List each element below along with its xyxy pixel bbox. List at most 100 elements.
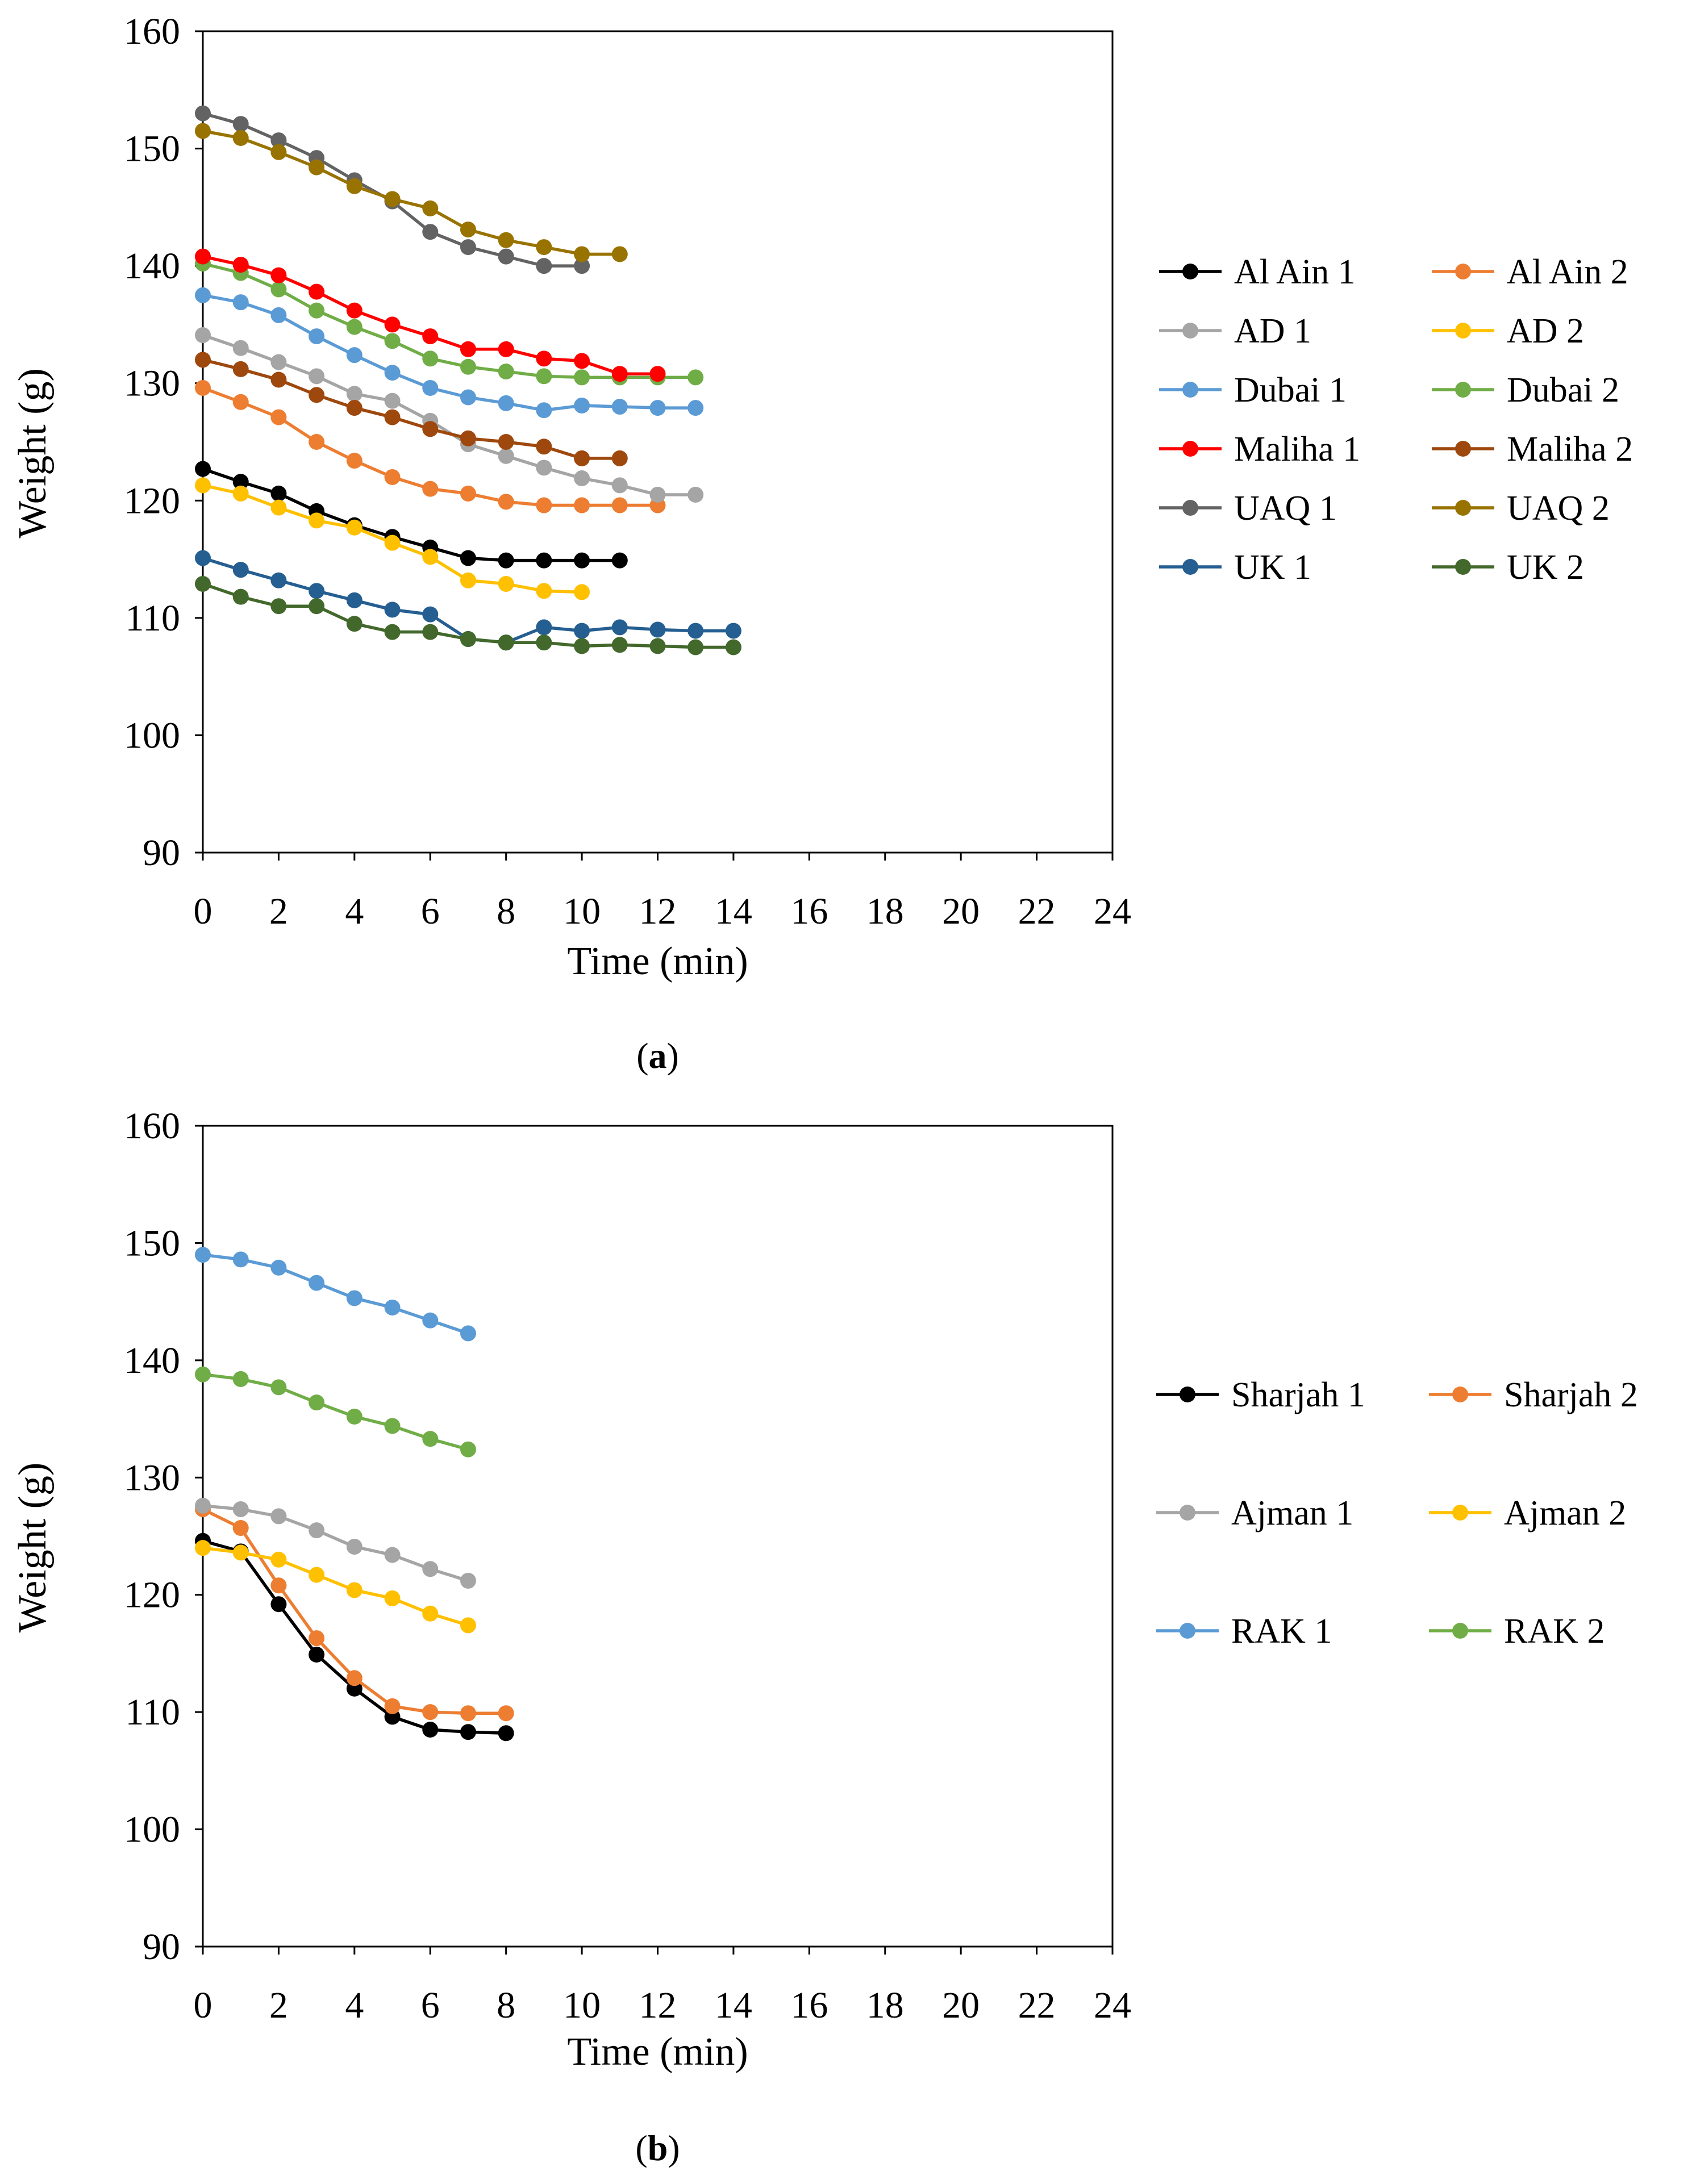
data-point: [460, 631, 476, 648]
data-point: [422, 379, 439, 396]
series-uaq-1: [195, 105, 590, 274]
data-point: [195, 105, 211, 122]
data-point: [574, 638, 590, 654]
legend-marker: [1182, 559, 1198, 575]
series-uaq-2: [195, 123, 628, 262]
data-point: [384, 316, 401, 333]
x-tick-label: 20: [942, 1985, 980, 2026]
data-point: [498, 552, 514, 569]
legend-label: UK 1: [1234, 548, 1311, 587]
data-point: [309, 434, 325, 450]
x-tick-label: 6: [421, 891, 440, 932]
data-point: [460, 239, 476, 256]
y-axis-label: Weight (g): [11, 368, 55, 538]
data-point: [270, 1551, 287, 1568]
data-point: [536, 497, 552, 513]
data-point: [498, 232, 514, 248]
data-point: [309, 387, 325, 403]
legend-item-ad-1: AD 1: [1159, 312, 1311, 350]
legend-label: RAK 2: [1504, 1612, 1605, 1651]
x-tick-label: 10: [563, 1985, 601, 2026]
legend-marker: [1452, 1505, 1468, 1521]
data-point: [309, 368, 325, 385]
panel-caption: (a): [636, 1035, 679, 1076]
x-tick-label: 6: [421, 1985, 440, 2026]
data-point: [649, 486, 666, 503]
legend-marker: [1455, 500, 1471, 516]
legend-marker: [1182, 264, 1198, 279]
data-point: [574, 353, 590, 369]
series-sharjah-2: [195, 1501, 514, 1722]
data-point: [384, 1547, 401, 1563]
y-tick-label: 90: [143, 832, 180, 874]
series-uk-2: [195, 575, 741, 655]
data-point: [195, 248, 211, 265]
caption-open: (: [635, 2128, 647, 2168]
legend-marker: [1182, 382, 1198, 398]
data-point: [270, 1577, 287, 1594]
x-tick-label: 8: [497, 891, 515, 932]
data-point: [536, 634, 552, 651]
data-point: [574, 552, 590, 569]
x-tick-label: 12: [639, 1985, 677, 2026]
legend-label: Dubai 1: [1234, 371, 1347, 410]
data-point: [687, 486, 704, 503]
data-point: [574, 450, 590, 466]
data-point: [346, 319, 362, 335]
data-point: [195, 550, 211, 566]
legend-item-dubai-1: Dubai 1: [1159, 371, 1347, 410]
y-tick-label: 120: [124, 1575, 180, 1616]
data-point: [195, 575, 211, 592]
legend-label: Sharjah 2: [1504, 1376, 1638, 1414]
legend-item-maliha-1: Maliha 1: [1159, 430, 1360, 469]
data-point: [574, 369, 590, 386]
legend-item-sharjah-1: Sharjah 1: [1156, 1376, 1365, 1414]
x-tick-label: 8: [497, 1985, 515, 2026]
data-point: [384, 534, 401, 551]
legend-item-al-ain-1: Al Ain 1: [1159, 253, 1356, 291]
data-point: [498, 364, 514, 380]
data-point: [574, 623, 590, 639]
legend-item-uaq-1: UAQ 1: [1159, 489, 1337, 528]
legend-marker: [1180, 1623, 1195, 1639]
x-tick-label: 16: [790, 891, 828, 932]
legend-marker: [1452, 1387, 1468, 1402]
data-point: [725, 623, 741, 639]
plot-area: [202, 1125, 1114, 1948]
data-point: [270, 499, 287, 516]
legend-item-sharjah-2: Sharjah 2: [1429, 1376, 1638, 1414]
data-point: [232, 340, 249, 356]
data-point: [422, 1431, 439, 1447]
data-point: [422, 1704, 439, 1721]
legend-marker: [1455, 323, 1471, 339]
legend-label: Sharjah 1: [1231, 1376, 1365, 1414]
data-point: [460, 1325, 476, 1342]
data-point: [536, 552, 552, 569]
data-point: [346, 519, 362, 536]
data-point: [649, 621, 666, 638]
data-point: [460, 1572, 476, 1589]
data-point: [346, 1539, 362, 1555]
data-point: [346, 1670, 362, 1686]
series-rak-1: [195, 1247, 476, 1342]
data-point: [574, 246, 590, 262]
legend-item-ad-2: AD 2: [1432, 312, 1584, 350]
data-point: [270, 132, 287, 149]
legend-marker: [1180, 1505, 1195, 1521]
data-point: [232, 1520, 249, 1536]
data-point: [574, 497, 590, 513]
data-point: [384, 191, 401, 207]
data-point: [422, 1722, 439, 1738]
series-al-ain-1: [195, 461, 628, 569]
data-point: [384, 1590, 401, 1606]
legend-marker: [1455, 264, 1471, 279]
y-tick-label: 150: [124, 128, 180, 170]
data-point: [232, 130, 249, 146]
legend-label: Ajman 2: [1504, 1494, 1626, 1532]
data-point: [422, 1561, 439, 1577]
series-maliha-1: [195, 248, 666, 382]
data-point: [232, 474, 249, 490]
legend-item-rak-2: RAK 2: [1429, 1612, 1605, 1651]
legend-item-ajman-2: Ajman 2: [1429, 1494, 1626, 1532]
data-point: [384, 624, 401, 640]
